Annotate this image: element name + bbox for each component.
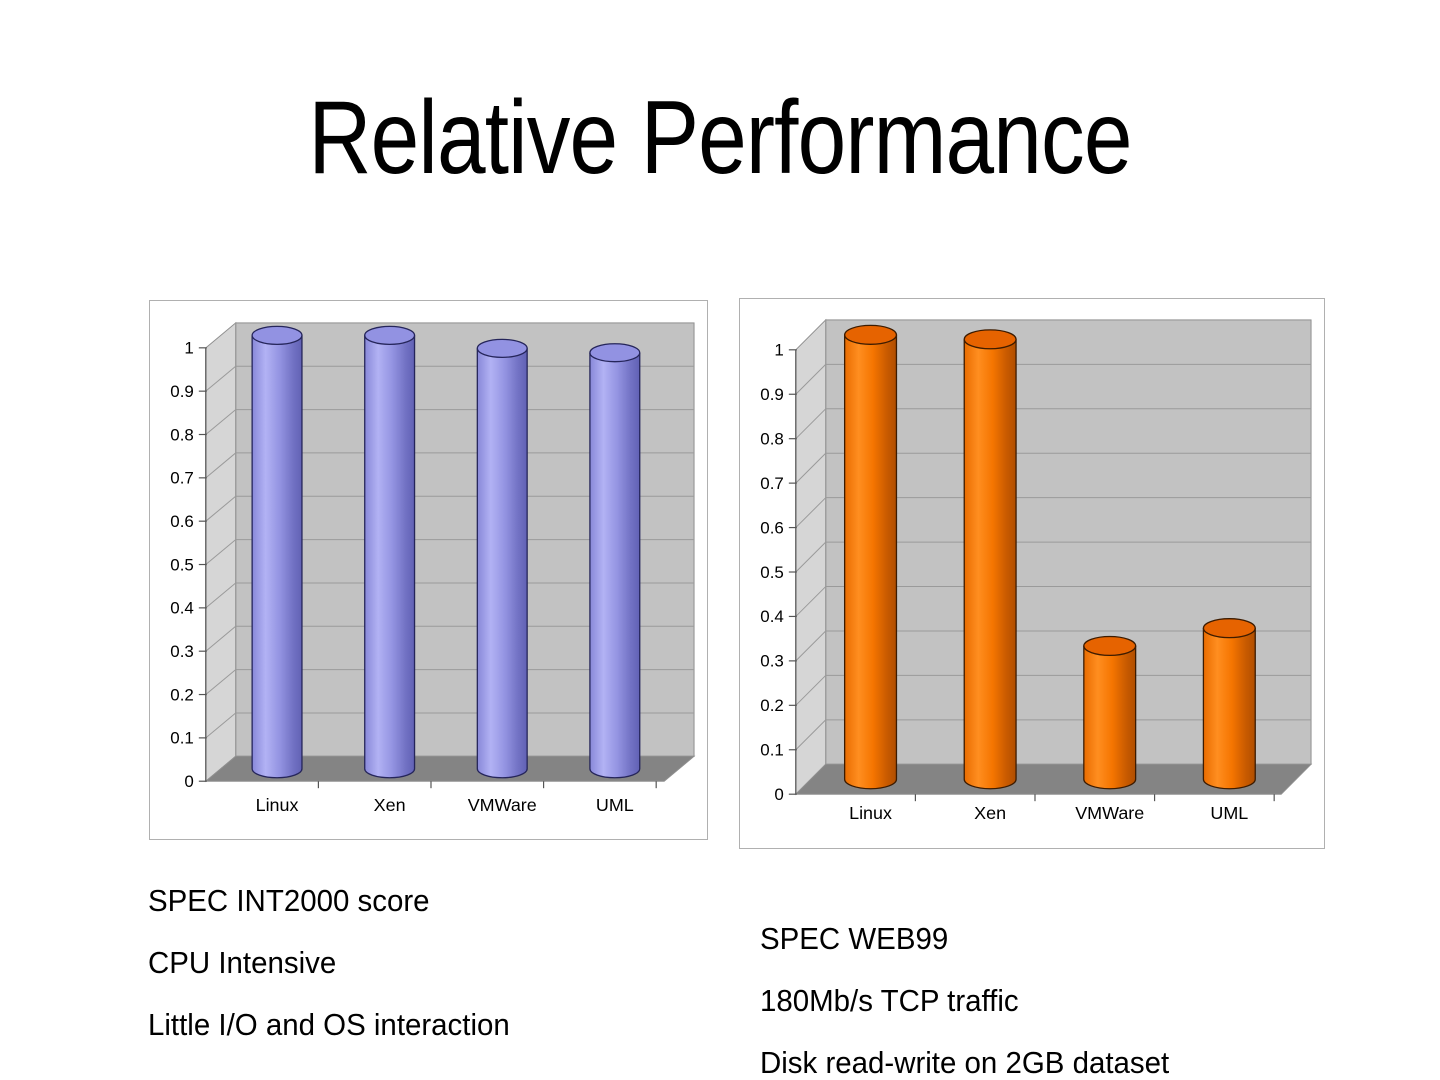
- svg-text:0: 0: [774, 785, 783, 804]
- svg-text:VMWare: VMWare: [1075, 803, 1144, 823]
- svg-text:0.7: 0.7: [170, 469, 194, 488]
- caption-line: Disk read-write on 2GB dataset: [760, 1045, 1170, 1080]
- svg-text:0.5: 0.5: [760, 563, 784, 582]
- svg-text:Xen: Xen: [974, 803, 1006, 823]
- svg-text:VMWare: VMWare: [468, 795, 537, 815]
- svg-text:0.6: 0.6: [760, 518, 784, 537]
- chart-frame-spec-int: 0 0.1 0.2 0.3 0.4 0.5 0.6 0.7 0.8 0.9 1 Linux Xen VMW…: [149, 300, 708, 840]
- svg-text:0.6: 0.6: [170, 512, 194, 531]
- svg-text:0.9: 0.9: [170, 382, 194, 401]
- svg-text:1: 1: [184, 339, 193, 358]
- svg-text:0.3: 0.3: [760, 652, 784, 671]
- svg-text:0.2: 0.2: [760, 696, 784, 715]
- caption-line: CPU Intensive: [148, 945, 337, 980]
- svg-text:0: 0: [184, 772, 193, 791]
- svg-text:0.4: 0.4: [170, 599, 194, 618]
- svg-text:0.8: 0.8: [170, 425, 194, 444]
- svg-text:0.7: 0.7: [760, 474, 784, 493]
- caption-line: SPEC INT2000 score: [148, 883, 430, 918]
- svg-text:0.9: 0.9: [760, 385, 784, 404]
- svg-text:0.2: 0.2: [170, 685, 194, 704]
- spec-int-chart: 0 0.1 0.2 0.3 0.4 0.5 0.6 0.7 0.8 0.9 1 Linux Xen VMW…: [170, 321, 696, 815]
- spec-web-chart: 0 0.1 0.2 0.3 0.4 0.5 0.6 0.7 0.8 0.9 1 Linux Xen VMW…: [760, 318, 1313, 823]
- svg-text:Xen: Xen: [374, 795, 406, 815]
- caption-spec-int: SPEC INT2000 score CPU Intensive Little …: [148, 870, 529, 1056]
- caption-line: SPEC WEB99: [760, 921, 949, 956]
- caption-line: Little I/O and OS interaction: [148, 1007, 510, 1042]
- svg-text:0.8: 0.8: [760, 429, 784, 448]
- svg-text:0.5: 0.5: [170, 555, 194, 574]
- svg-text:UML: UML: [1210, 803, 1248, 823]
- svg-text:Linux: Linux: [849, 803, 892, 823]
- svg-text:0.1: 0.1: [170, 729, 194, 748]
- chart-frame-spec-web: 0 0.1 0.2 0.3 0.4 0.5 0.6 0.7 0.8 0.9 1 Linux Xen VMW…: [739, 298, 1325, 849]
- svg-text:Linux: Linux: [256, 795, 299, 815]
- svg-text:1: 1: [774, 341, 783, 360]
- caption-spec-web: SPEC WEB99 180Mb/s TCP traffic Disk read…: [760, 908, 1191, 1080]
- caption-line: 180Mb/s TCP traffic: [760, 983, 1019, 1018]
- svg-text:0.1: 0.1: [760, 741, 784, 760]
- slide-title: Relative Performance: [308, 80, 1132, 196]
- svg-text:0.3: 0.3: [170, 642, 194, 661]
- svg-text:UML: UML: [596, 795, 634, 815]
- svg-text:0.4: 0.4: [760, 607, 784, 626]
